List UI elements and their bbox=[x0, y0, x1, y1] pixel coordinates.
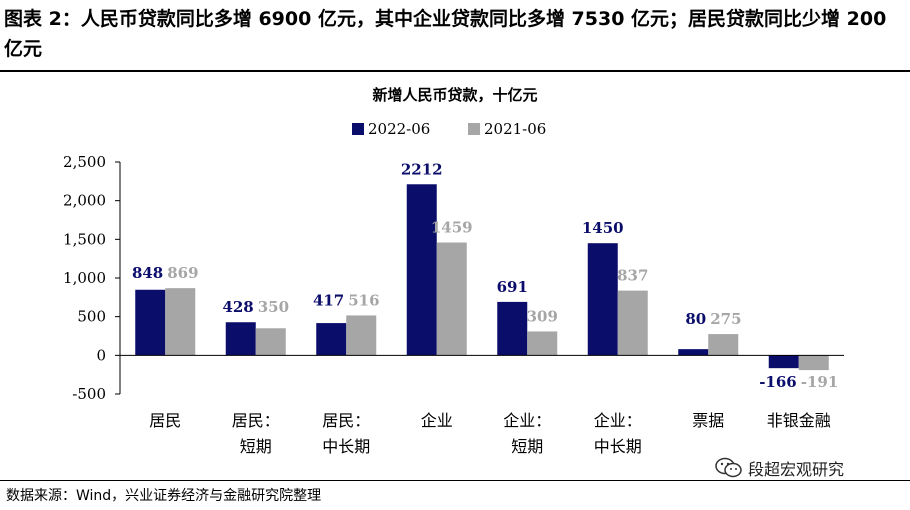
watermark-text: 段超宏观研究 bbox=[748, 460, 845, 479]
value-label: 2212 bbox=[401, 160, 443, 178]
bar bbox=[678, 349, 709, 356]
value-label: 1459 bbox=[431, 219, 473, 237]
y-tick-label: 2,500 bbox=[63, 153, 106, 171]
bar bbox=[587, 243, 618, 356]
bar bbox=[708, 334, 739, 356]
value-label: 428 bbox=[222, 298, 253, 316]
y-tick-label: 1,500 bbox=[63, 230, 106, 248]
value-label: 837 bbox=[617, 267, 648, 285]
category-label: 短期 bbox=[511, 437, 543, 456]
category-label: 非银金融 bbox=[767, 411, 831, 430]
category-label: 票据 bbox=[692, 411, 724, 430]
category-label: 居民： bbox=[322, 411, 370, 430]
value-label: -191 bbox=[801, 373, 839, 391]
bar bbox=[165, 288, 196, 356]
bar bbox=[798, 355, 829, 371]
bar bbox=[497, 301, 528, 356]
y-tick-label: 500 bbox=[77, 308, 106, 326]
top-rule bbox=[0, 70, 910, 72]
bar bbox=[316, 323, 347, 356]
value-label: 309 bbox=[527, 307, 558, 325]
bar bbox=[527, 331, 558, 356]
watermark: 段超宏观研究 bbox=[714, 456, 844, 480]
bars bbox=[135, 184, 829, 371]
legend-label: 2021-06 bbox=[484, 120, 546, 138]
value-label: -166 bbox=[759, 373, 797, 391]
figure-title: 图表 2：人民币贷款同比多增 6900 亿元，其中企业贷款同比多增 7530 亿… bbox=[4, 8, 887, 60]
legend: 2022-06 2021-06 bbox=[352, 120, 546, 138]
category-label: 企业： bbox=[594, 411, 642, 430]
value-label: 275 bbox=[710, 310, 741, 328]
y-axis: 2,500 2,000 1,500 1,000 500 0 -500 bbox=[63, 153, 121, 403]
bar bbox=[135, 289, 166, 356]
legend-swatch bbox=[468, 123, 480, 135]
bar bbox=[436, 242, 467, 356]
wechat-icon bbox=[715, 457, 742, 478]
source-note: 数据来源：Wind，兴业证券经济与金融研究院整理 bbox=[6, 488, 322, 504]
value-label: 1450 bbox=[582, 219, 624, 237]
category-label: 居民： bbox=[232, 411, 280, 430]
y-tick-label: 2,000 bbox=[63, 192, 106, 210]
y-tick-label: -500 bbox=[72, 385, 106, 403]
bar bbox=[225, 322, 256, 356]
category-label: 企业： bbox=[503, 411, 551, 430]
category-label: 中长期 bbox=[594, 437, 642, 456]
category-label: 企业 bbox=[421, 411, 453, 430]
legend-label: 2022-06 bbox=[368, 120, 430, 138]
bottom-rule bbox=[0, 480, 910, 481]
bar bbox=[617, 290, 648, 356]
category-label: 中长期 bbox=[322, 437, 370, 456]
x-axis: 居民 居民： 短期 居民： 中长期 企业 企业： 短期 企业： 中长期 票据 非银金融 bbox=[120, 354, 844, 456]
value-label: 417 bbox=[313, 291, 344, 309]
category-label: 短期 bbox=[240, 437, 272, 456]
category-label: 居民 bbox=[149, 411, 181, 430]
y-tick-label: 0 bbox=[96, 346, 106, 364]
value-label: 350 bbox=[258, 298, 289, 316]
value-label: 869 bbox=[167, 264, 198, 282]
bar bbox=[346, 315, 377, 356]
legend-swatch bbox=[352, 123, 364, 135]
value-label: 80 bbox=[685, 310, 706, 328]
y-tick-label: 1,000 bbox=[63, 269, 106, 287]
value-label: 691 bbox=[497, 278, 528, 296]
value-labels: 848 869 428 350 417 516 2212 1459 691 309 1450 837 8… bbox=[132, 160, 838, 391]
value-label: 848 bbox=[132, 264, 163, 282]
bar bbox=[255, 328, 286, 356]
bar bbox=[406, 184, 437, 356]
chart-title: 新增人民币贷款，十亿元 bbox=[372, 86, 537, 104]
bar bbox=[768, 355, 799, 369]
bar-chart: 新增人民币贷款，十亿元 2022-06 2021-06 2,500 2,000 1,5… bbox=[63, 86, 844, 456]
value-label: 516 bbox=[348, 291, 379, 309]
